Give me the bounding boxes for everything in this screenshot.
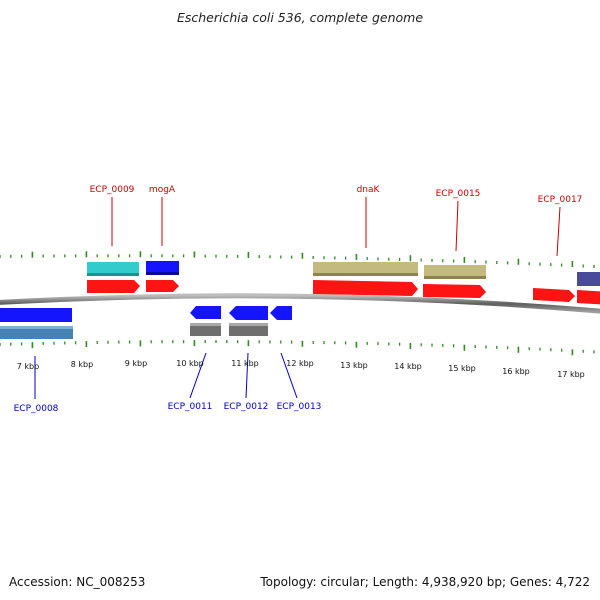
forward-label-leaders bbox=[111, 197, 561, 257]
inner-tick-row bbox=[0, 340, 595, 356]
reverse-cds bbox=[0, 306, 292, 322]
label-ECP_0012[interactable]: ECP_0012 bbox=[224, 402, 269, 412]
forward-genes bbox=[87, 261, 600, 286]
outer-tick-row bbox=[0, 251, 595, 268]
gene-mogA[interactable] bbox=[146, 261, 179, 274]
gene-ECP_0018[interactable] bbox=[577, 272, 600, 286]
label-ECP_0015[interactable]: ECP_0015 bbox=[436, 189, 481, 199]
scale-label-17kbp: 17 kbp bbox=[557, 370, 585, 379]
cds-ECP_0015[interactable] bbox=[423, 284, 486, 298]
scale-label-13kbp: 13 kbp bbox=[340, 361, 368, 370]
cds-ECP_0018[interactable] bbox=[577, 290, 600, 305]
genome-backbone bbox=[0, 293, 600, 314]
label-ECP_0013[interactable]: ECP_0013 bbox=[277, 402, 322, 412]
label-ECP_0017[interactable]: ECP_0017 bbox=[538, 195, 583, 205]
gene-dnaK[interactable] bbox=[313, 262, 418, 275]
cds-ECP_0012[interactable] bbox=[229, 306, 268, 320]
scale-label-9kbp: 9 kbp bbox=[125, 359, 147, 368]
forward-cds bbox=[87, 280, 600, 305]
cds-ECP_0008[interactable] bbox=[0, 308, 72, 322]
forward-gene-labels: ECP_0009 mogA dnaK ECP_0015 ECP_0017 bbox=[90, 185, 583, 205]
label-ECP_0011[interactable]: ECP_0011 bbox=[168, 402, 213, 412]
gene-ECP_0009[interactable] bbox=[87, 262, 139, 275]
reverse-label-leaders bbox=[34, 352, 298, 399]
scale-label-15kbp: 15 kbp bbox=[448, 364, 476, 373]
label-ECP_0009[interactable]: ECP_0009 bbox=[90, 185, 135, 195]
gene-ECP_0015[interactable] bbox=[424, 265, 486, 278]
scale-label-16kbp: 16 kbp bbox=[502, 367, 530, 376]
cds-ECP_0009[interactable] bbox=[87, 280, 140, 293]
label-dnaK[interactable]: dnaK bbox=[357, 185, 381, 195]
cds-ECP_0013[interactable] bbox=[270, 306, 292, 320]
cds-ECP_0011[interactable] bbox=[190, 306, 221, 319]
scale-label-10kbp: 10 kbp bbox=[176, 359, 204, 368]
cds-dnaK[interactable] bbox=[313, 280, 418, 296]
scale-label-8kbp: 8 kbp bbox=[71, 360, 93, 369]
scale-labels: 7 kbp 8 kbp 9 kbp 10 kbp 11 kbp 12 kbp 1… bbox=[17, 359, 585, 379]
accession-text: Accession: NC_008253 bbox=[9, 575, 146, 589]
gene-ECP_0011[interactable] bbox=[190, 323, 221, 336]
scale-label-14kbp: 14 kbp bbox=[394, 362, 422, 371]
reverse-genes bbox=[0, 323, 268, 339]
scale-label-7kbp: 7 kbp bbox=[17, 362, 39, 371]
genome-summary-text: Topology: circular; Length: 4,938,920 bp… bbox=[260, 575, 590, 589]
gene-ECP_0008[interactable] bbox=[0, 326, 73, 339]
cds-ECP_0017[interactable] bbox=[533, 288, 575, 302]
label-ECP_0008[interactable]: ECP_0008 bbox=[14, 404, 59, 414]
map-title: Escherichia coli 536, complete genome bbox=[176, 10, 424, 25]
scale-label-11kbp: 11 kbp bbox=[231, 359, 259, 368]
cds-mogA[interactable] bbox=[146, 280, 179, 292]
reverse-gene-labels: ECP_0008 ECP_0011 ECP_0012 ECP_0013 bbox=[14, 402, 322, 414]
label-mogA[interactable]: mogA bbox=[149, 185, 176, 195]
scale-label-12kbp: 12 kbp bbox=[286, 359, 314, 368]
gene-ECP_0012[interactable] bbox=[229, 323, 268, 336]
